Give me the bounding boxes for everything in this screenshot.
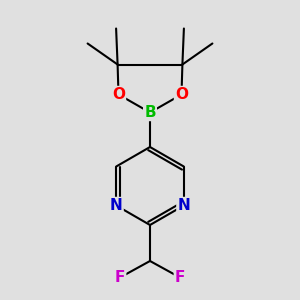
Text: N: N — [177, 198, 190, 213]
Text: F: F — [175, 270, 185, 285]
Text: F: F — [115, 270, 125, 285]
Text: B: B — [144, 105, 156, 120]
Text: N: N — [110, 198, 123, 213]
Text: O: O — [175, 87, 188, 102]
Text: O: O — [112, 87, 125, 102]
